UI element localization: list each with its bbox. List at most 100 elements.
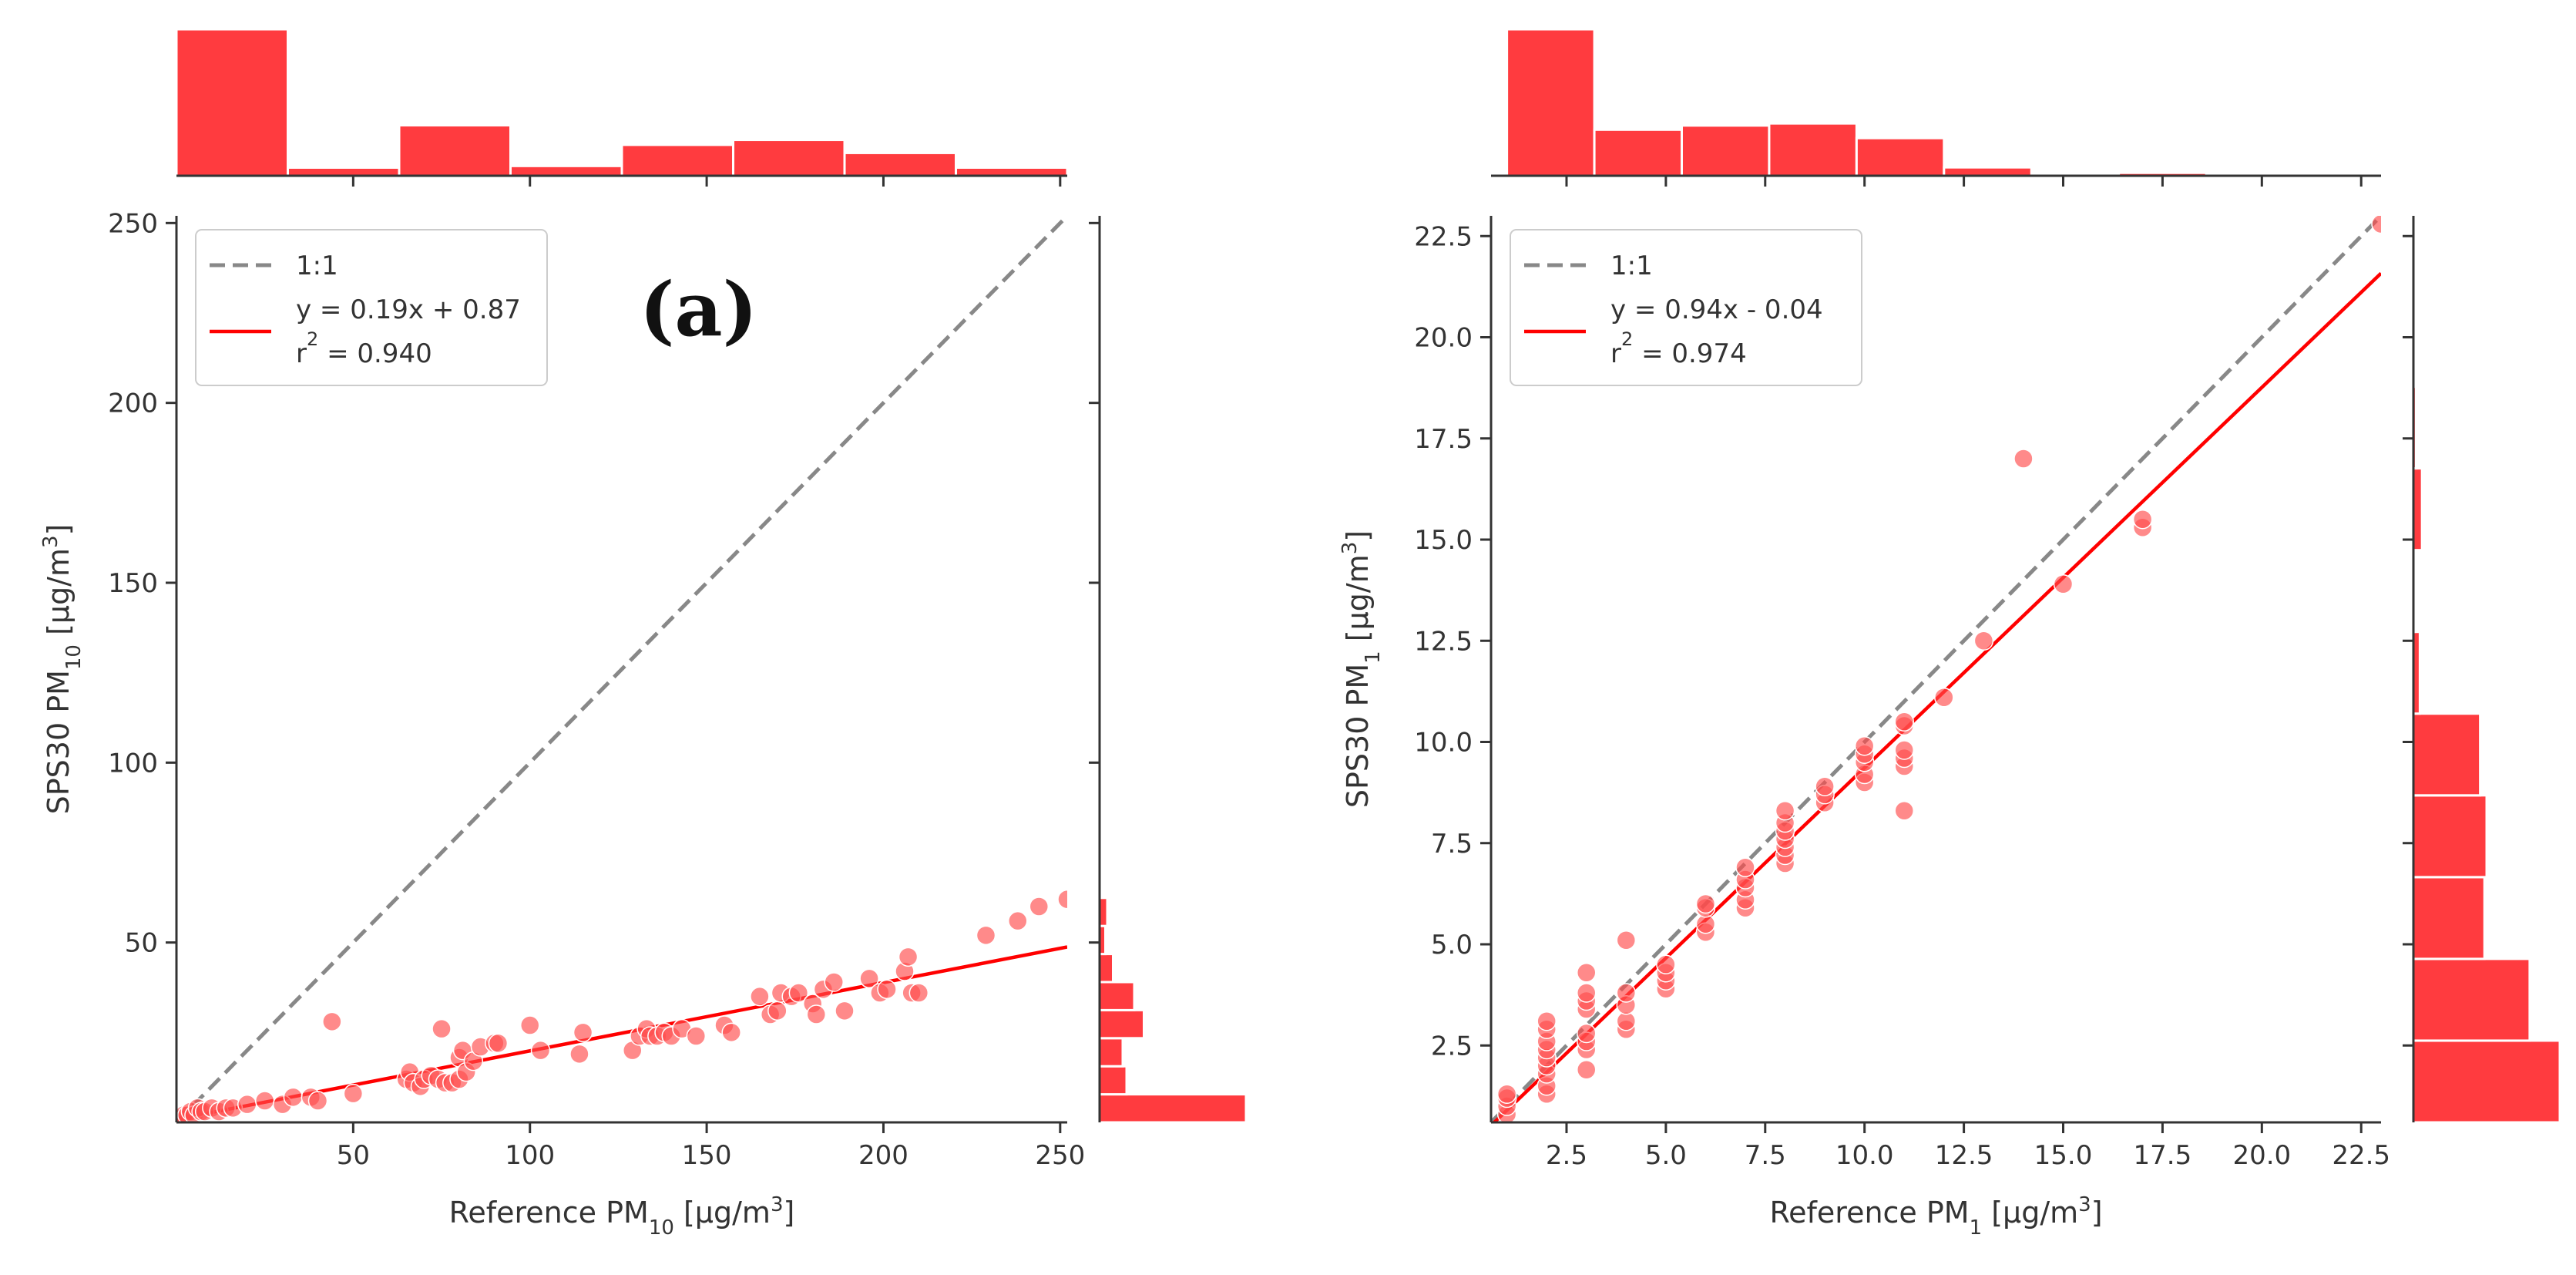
data-point	[767, 1001, 788, 1021]
data-point	[824, 972, 844, 992]
top-histogram-bar	[1593, 128, 1683, 177]
x-axis-label: Reference PM1 [µg/m3]	[1769, 1193, 2102, 1240]
x-tick-label: 10.0	[1835, 1140, 1894, 1171]
data-point	[1577, 983, 1597, 1003]
data-point	[1496, 1084, 1517, 1104]
data-point	[1656, 954, 1676, 974]
data-point	[530, 1040, 551, 1061]
x-axis-label-prefix: Reference PM	[449, 1196, 649, 1230]
data-point	[1057, 889, 1067, 910]
regression-line	[176, 945, 1067, 1122]
data-point	[1577, 1060, 1597, 1080]
data-point	[237, 1094, 257, 1115]
top-histogram-bar	[843, 151, 957, 177]
data-point	[1695, 893, 1716, 914]
legend-fit-r-squared: r2 = 0.940	[296, 328, 432, 369]
x-axis-label-superscript: 3	[2078, 1193, 2091, 1216]
legend-r-superscript: 2	[1621, 328, 1633, 350]
legend-frame	[195, 229, 548, 386]
y-tick-label: 50	[125, 928, 158, 959]
data-point	[432, 1018, 452, 1039]
y-tick-label: 150	[108, 568, 158, 599]
x-tick-label: 250	[1035, 1140, 1085, 1171]
data-point	[1894, 801, 1914, 821]
data-point	[2371, 216, 2381, 234]
y-tick-label: 100	[108, 748, 158, 779]
x-axis-label-superscript: 3	[771, 1193, 784, 1216]
data-point	[2132, 510, 2153, 530]
y-axis-label-end: ]	[42, 524, 76, 536]
data-point	[877, 979, 897, 1000]
y-axis-label: SPS30 PM1 [µg/m3]	[1338, 530, 1385, 808]
data-point	[1616, 983, 1637, 1003]
x-axis-label: Reference PM10 [µg/m3]	[449, 1193, 795, 1240]
y-tick-label: 17.5	[1414, 424, 1473, 455]
data-point	[322, 1011, 342, 1032]
x-axis-label-subscript: 10	[649, 1216, 674, 1240]
y-axis-label-suffix: [µg/m	[1341, 554, 1375, 651]
right-histogram-bar	[2412, 712, 2482, 797]
x-axis-label-subscript: 1	[1970, 1216, 1983, 1240]
y-tick-label: 20.0	[1414, 323, 1473, 354]
x-tick-label: 150	[682, 1140, 732, 1171]
data-point	[343, 1083, 364, 1104]
scatter-plot-area	[176, 216, 1067, 1122]
right-histogram-bar	[1098, 1037, 1124, 1068]
y-axis-label-suffix: [µg/m	[42, 548, 76, 644]
data-point	[283, 1087, 304, 1108]
legend-r-value: = 0.974	[1633, 338, 1746, 369]
panel-tag: (a)	[640, 266, 757, 353]
x-axis-label-suffix: [µg/m	[1982, 1196, 2078, 1230]
y-tick-label: 250	[108, 208, 158, 239]
data-point	[2013, 449, 2034, 469]
y-axis-label-subscript: 10	[62, 644, 86, 670]
data-point	[788, 983, 809, 1003]
y-tick-label: 200	[108, 389, 158, 419]
data-point	[1815, 776, 1835, 796]
right-histogram-bar	[2412, 794, 2488, 879]
data-point	[1735, 857, 1755, 877]
data-point	[859, 968, 879, 989]
y-tick-label: 2.5	[1431, 1031, 1473, 1061]
legend-r: r	[1610, 338, 1621, 369]
legend-frame	[1510, 229, 1862, 386]
data-point	[307, 1091, 328, 1111]
data-point	[835, 1001, 855, 1021]
right-histogram-bar	[2412, 876, 2486, 960]
legend-identity-label: 1:1	[1610, 251, 1653, 281]
right-histogram-bar	[1098, 1065, 1128, 1096]
legend-identity-label: 1:1	[296, 251, 338, 281]
top-histogram-bar	[1768, 122, 1858, 177]
data-point	[1029, 897, 1050, 917]
data-point	[573, 1022, 593, 1043]
x-tick-label: 200	[858, 1140, 908, 1171]
data-point	[976, 925, 996, 946]
scatter-plot-area	[1491, 216, 2381, 1122]
data-point	[1894, 740, 1914, 760]
identity-line	[176, 216, 1067, 1122]
x-tick-label: 50	[337, 1140, 370, 1171]
data-point	[569, 1044, 589, 1065]
data-point	[1577, 1023, 1597, 1044]
legend-r-value: = 0.940	[318, 338, 432, 369]
data-point	[1775, 801, 1795, 821]
y-axis-label-prefix: SPS30 PM	[1341, 664, 1375, 808]
legend-fit-equation: y = 0.19x + 0.87	[296, 294, 521, 325]
x-tick-label: 2.5	[1546, 1140, 1587, 1171]
right-histogram-bar	[1098, 953, 1114, 984]
y-axis-label-superscript: 3	[1338, 542, 1362, 555]
legend-r-superscript: 2	[307, 328, 318, 350]
x-tick-label: 100	[505, 1140, 555, 1171]
chart-panel-2: 2.5 5.0 7.5 10.0 12.5 15.0 17.5 20.0 22.5 2.5 5.0 7…	[1338, 28, 2561, 1240]
data-point	[1973, 631, 1994, 651]
data-point	[1577, 963, 1597, 983]
data-point	[1616, 930, 1637, 950]
data-point	[2053, 574, 2074, 594]
x-tick-label: 15.0	[2034, 1140, 2093, 1171]
top-histogram-bar	[1943, 166, 2033, 177]
x-axis-label-prefix: Reference PM	[1769, 1196, 1969, 1230]
x-tick-label: 17.5	[2134, 1140, 2192, 1171]
x-tick-label: 7.5	[1745, 1140, 1786, 1171]
y-axis-label-superscript: 3	[39, 535, 62, 548]
